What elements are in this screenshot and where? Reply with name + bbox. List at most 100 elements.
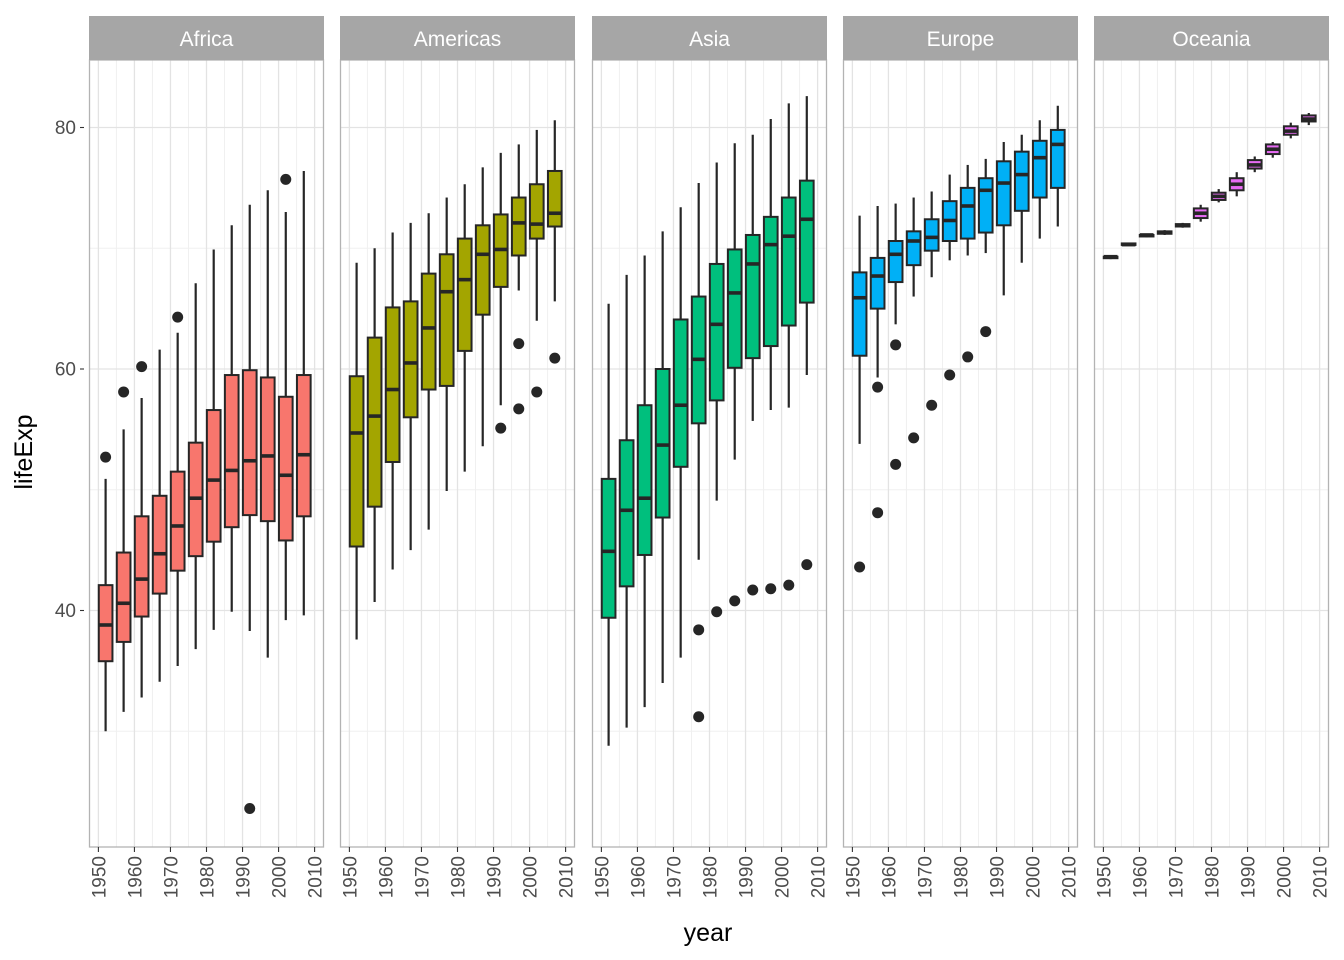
box-body xyxy=(295,374,312,518)
x-tick-label: 1970 xyxy=(412,856,433,898)
y-axis: 40 60 80 xyxy=(55,118,84,622)
box-1967 xyxy=(654,231,671,683)
box-body xyxy=(762,215,779,348)
box-body xyxy=(1013,150,1030,212)
box-1982 xyxy=(456,184,473,472)
outlier-point xyxy=(890,339,902,351)
outlier-point xyxy=(783,579,795,591)
box-body xyxy=(420,272,437,391)
box-body xyxy=(869,256,886,310)
x-tick-label: 1970 xyxy=(915,856,936,898)
outlier-point xyxy=(890,458,902,470)
facet-panel-oceania: Oceania 1950 1960 1970 1980 1990 2000 2010 xyxy=(1093,16,1332,898)
x-tick-label: 2010 xyxy=(1311,856,1332,898)
box-1952 xyxy=(1102,254,1119,260)
box-2007 xyxy=(295,170,312,616)
box-body xyxy=(636,404,653,556)
box-1962 xyxy=(887,203,904,470)
facet-panel-americas: Americas 1950 1960 1970 1980 1990 2000 2010 xyxy=(339,16,578,898)
box-1952 xyxy=(851,215,868,573)
box-body xyxy=(959,186,976,240)
box-body xyxy=(510,196,527,257)
outlier-point xyxy=(765,583,777,595)
box-1992 xyxy=(241,204,258,815)
box-body xyxy=(223,374,240,529)
box-body xyxy=(438,253,455,387)
x-tick-label: 1950 xyxy=(89,856,110,898)
x-tick-label: 1950 xyxy=(1094,856,1115,898)
box-body xyxy=(546,169,563,228)
facet-panel-asia: Asia 1950 1960 1970 1980 1990 2000 2010 xyxy=(591,16,830,898)
x-tick-label: 1960 xyxy=(879,856,900,898)
box-2002 xyxy=(1282,122,1299,139)
x-tick-label: 1990 xyxy=(737,856,758,898)
outlier-point xyxy=(693,624,705,636)
box-body xyxy=(348,375,365,548)
box-1952 xyxy=(600,303,617,746)
outlier-point xyxy=(926,399,938,411)
box-2007 xyxy=(1300,113,1317,126)
facet-strip-label: Europe xyxy=(927,28,995,51)
box-body xyxy=(277,395,294,542)
x-tick-label: 1950 xyxy=(843,856,864,898)
box-1992 xyxy=(995,141,1012,296)
box-1967 xyxy=(905,197,922,444)
box-body xyxy=(259,376,276,523)
x-tick-label: 1950 xyxy=(592,856,613,898)
box-body xyxy=(384,306,401,463)
outlier-point xyxy=(711,606,723,618)
box-1977 xyxy=(690,183,707,723)
box-1987 xyxy=(977,158,994,338)
box-1997 xyxy=(762,119,779,595)
x-tick-label: 1950 xyxy=(340,856,361,898)
box-1992 xyxy=(492,152,509,434)
box-body xyxy=(618,439,635,588)
box-1972 xyxy=(672,207,689,658)
box-body xyxy=(366,336,383,508)
box-body xyxy=(402,300,419,419)
box-body xyxy=(995,160,1012,227)
x-tick-label: 2010 xyxy=(557,856,578,898)
box-1957 xyxy=(869,205,886,519)
box-1977 xyxy=(187,283,204,650)
outlier-point xyxy=(118,386,130,398)
box-1962 xyxy=(636,255,653,708)
box-body xyxy=(905,230,922,267)
outlier-point xyxy=(172,311,184,323)
outlier-point xyxy=(729,595,741,607)
outlier-point xyxy=(908,432,920,444)
box-1997 xyxy=(1264,141,1281,158)
facet-strip-label: Asia xyxy=(689,28,730,51)
box-1982 xyxy=(205,249,222,630)
box-1972 xyxy=(169,311,186,667)
facet-panel-europe: Europe 1950 1960 1970 1980 1990 2000 2010 xyxy=(842,16,1081,898)
box-body xyxy=(474,224,491,316)
x-tick-label: 1970 xyxy=(664,856,685,898)
outlier-point xyxy=(513,403,525,415)
box-body xyxy=(169,470,186,572)
x-tick-label: 1960 xyxy=(125,856,146,898)
x-tick-label: 1960 xyxy=(1130,856,1151,898)
box-body xyxy=(600,477,617,619)
box-1992 xyxy=(1246,156,1263,173)
facet-strip xyxy=(89,16,324,60)
facet-strip-label: Africa xyxy=(180,28,234,51)
x-tick-label: 2010 xyxy=(1060,856,1081,898)
box-body xyxy=(977,177,994,234)
x-tick-label: 2010 xyxy=(809,856,830,898)
x-tick-label: 1990 xyxy=(234,856,255,898)
outlier-point xyxy=(801,559,813,571)
outlier-point xyxy=(280,173,292,185)
outlier-point xyxy=(854,561,866,573)
box-1957 xyxy=(618,274,635,728)
box-body xyxy=(1031,139,1048,199)
x-tick-label: 1990 xyxy=(1239,856,1260,898)
box-1962 xyxy=(133,361,150,698)
box-2007 xyxy=(798,96,815,571)
facet-strip xyxy=(592,16,827,60)
box-1957 xyxy=(366,248,383,603)
box-1962 xyxy=(1138,233,1155,238)
facet-strip xyxy=(1094,16,1329,60)
box-body xyxy=(672,318,689,468)
